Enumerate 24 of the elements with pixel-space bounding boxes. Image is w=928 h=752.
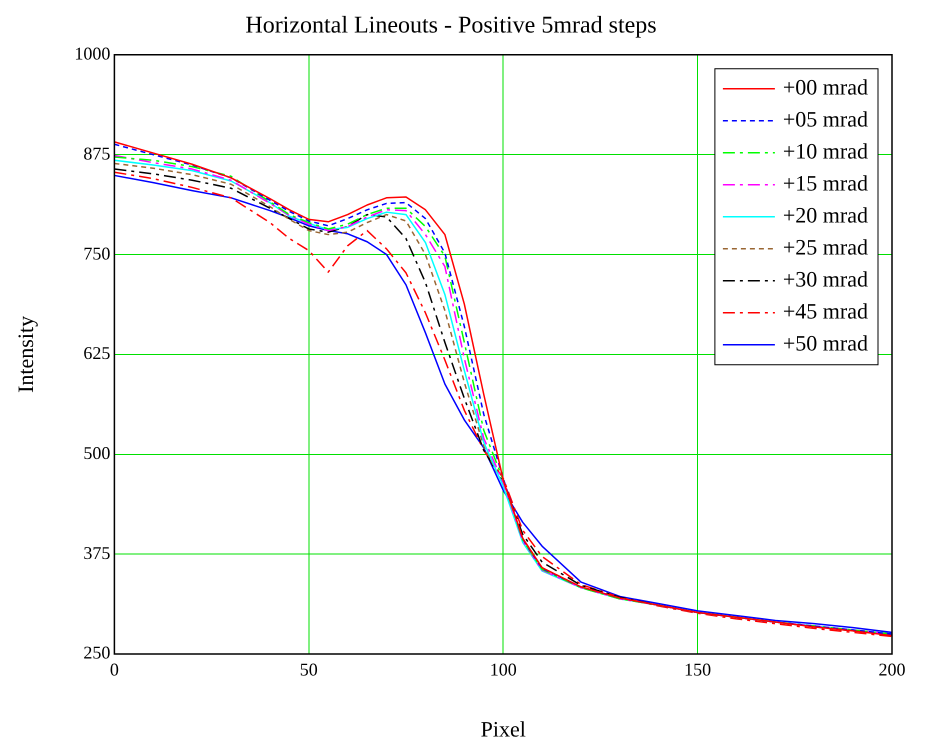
legend-label: +45 mrad xyxy=(782,298,868,324)
legend-label: +10 mrad xyxy=(782,138,868,164)
y-tick-label: 875 xyxy=(83,143,110,164)
x-tick-label: 0 xyxy=(110,660,119,680)
y-tick-label: 750 xyxy=(83,243,110,264)
x-tick-label: 150 xyxy=(684,660,712,680)
x-tick-label: 50 xyxy=(300,660,318,680)
y-tick-label: 1000 xyxy=(74,44,110,64)
legend-label: +15 mrad xyxy=(782,170,868,196)
x-tick-label: 100 xyxy=(490,660,517,680)
legend-label: +05 mrad xyxy=(782,106,868,132)
legend-label: +00 mrad xyxy=(782,74,868,100)
x-tick-label: 200 xyxy=(878,660,906,680)
legend-label: +20 mrad xyxy=(782,202,868,228)
x-axis-title: Pixel xyxy=(480,716,526,742)
y-axis-title: Intensity xyxy=(12,316,38,393)
y-tick-label: 375 xyxy=(83,542,110,563)
legend-label: +50 mrad xyxy=(782,330,868,356)
legend-label: +25 mrad xyxy=(782,234,868,260)
y-tick-label: 500 xyxy=(83,443,110,463)
y-tick-label: 250 xyxy=(83,642,110,663)
y-tick-label: 625 xyxy=(83,343,110,364)
chart-title: Horizontal Lineouts - Positive 5mrad steps xyxy=(245,12,657,39)
legend-label: +30 mrad xyxy=(782,266,868,292)
